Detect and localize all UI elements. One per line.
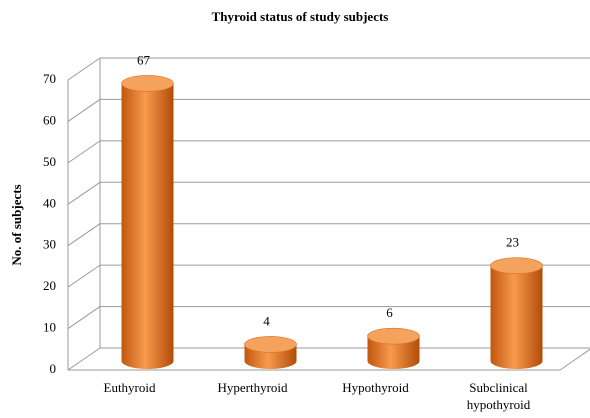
axis-line <box>559 348 590 371</box>
value-label: 6 <box>386 305 393 320</box>
value-label: 67 <box>137 52 151 67</box>
y-tick-label: 40 <box>43 195 56 210</box>
x-tick-label: Hyperthyroid <box>217 380 288 395</box>
x-tick-label: Euthyroid <box>104 380 156 395</box>
grid-line <box>67 264 101 288</box>
grid-line <box>67 99 101 122</box>
grid-line <box>67 306 101 329</box>
bar-top <box>244 336 297 353</box>
grid-line <box>67 223 101 247</box>
value-label: 4 <box>263 313 270 328</box>
bar <box>490 265 543 369</box>
grid-line <box>67 57 101 81</box>
y-tick-label: 50 <box>43 154 56 169</box>
x-tick-label: Subclinical hypothyroid <box>467 380 531 412</box>
y-tick-label: 20 <box>43 278 56 293</box>
y-tick-label: 60 <box>43 112 56 127</box>
grid-line <box>67 347 101 371</box>
y-tick-label: 70 <box>43 71 56 86</box>
y-tick-label: 0 <box>50 361 57 376</box>
y-axis-title: No. of subjects <box>9 184 24 265</box>
chart-title: Thyroid status of study subjects <box>212 9 389 24</box>
y-tick-label: 30 <box>43 237 56 252</box>
value-label: 23 <box>506 235 519 250</box>
grid-line <box>67 140 101 164</box>
y-tick-label: 10 <box>43 320 56 335</box>
bar-top <box>490 257 543 275</box>
grid-line <box>67 181 101 205</box>
bar-top <box>367 327 420 345</box>
bar <box>121 83 174 369</box>
bar <box>367 336 420 369</box>
x-tick-label: Hypothyroid <box>342 380 409 395</box>
bar-top <box>121 75 174 92</box>
